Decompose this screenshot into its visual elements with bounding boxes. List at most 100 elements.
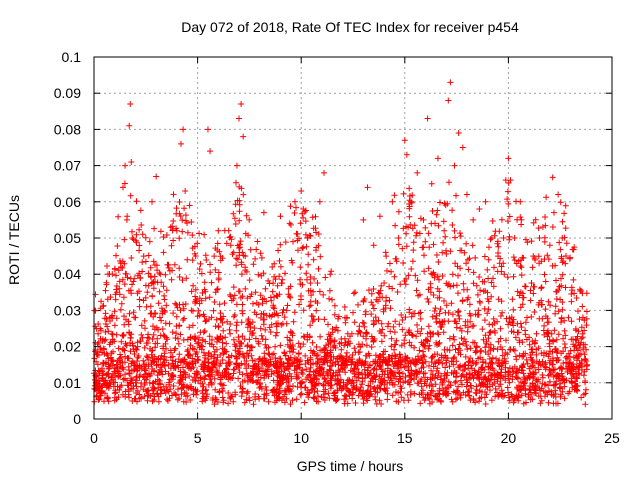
y-tick-label: 0.05 xyxy=(54,230,81,246)
tick-labels: 0 5 10 15 20 25 0 0.01 0.02 0.03 0.04 0.05 0.06 0.07 0… xyxy=(54,49,620,446)
data-point xyxy=(161,296,168,303)
data-point xyxy=(304,235,311,241)
data-point xyxy=(546,242,553,249)
data-point xyxy=(364,184,371,191)
plot-frame xyxy=(93,56,613,420)
data-point xyxy=(157,271,164,278)
data-point xyxy=(455,130,462,137)
data-point xyxy=(178,140,185,147)
data-point xyxy=(401,137,408,144)
data-point xyxy=(376,213,383,220)
data-point xyxy=(252,289,259,296)
data-point xyxy=(132,314,139,321)
data-point xyxy=(283,307,290,314)
data-point xyxy=(260,209,267,216)
data-point xyxy=(447,79,454,86)
data-point xyxy=(310,256,317,263)
data-point xyxy=(555,191,562,198)
data-point xyxy=(169,329,176,336)
data-point xyxy=(136,296,143,303)
data-points xyxy=(93,79,591,390)
data-point xyxy=(408,198,415,205)
data-point xyxy=(511,235,518,241)
data-point xyxy=(122,162,129,169)
x-tick-label: 0 xyxy=(90,430,98,446)
data-point xyxy=(129,235,136,241)
data-point xyxy=(505,155,512,162)
data-point xyxy=(320,169,327,176)
data-point xyxy=(128,158,135,165)
data-point xyxy=(180,126,187,133)
data-point xyxy=(517,289,524,296)
data-point xyxy=(240,133,247,140)
x-tick-label: 15 xyxy=(397,430,413,446)
y-tick-label: 0.01 xyxy=(54,375,81,391)
data-point xyxy=(165,361,172,368)
data-point xyxy=(233,162,240,169)
data-point xyxy=(476,206,483,213)
data-point xyxy=(441,227,448,234)
data-point xyxy=(198,343,205,350)
data-point xyxy=(207,148,214,155)
data-point xyxy=(105,383,112,390)
data-point xyxy=(127,101,134,108)
y-axis-label: ROTI / TECUs xyxy=(6,195,22,285)
data-point xyxy=(565,314,572,321)
data-point xyxy=(501,271,508,278)
data-point xyxy=(298,187,305,194)
x-tick-label: 10 xyxy=(293,430,309,446)
data-point xyxy=(144,339,151,346)
data-point xyxy=(117,263,124,270)
y-tick-label: 0 xyxy=(73,411,81,427)
data-point xyxy=(482,198,489,205)
y-tick-label: 0.02 xyxy=(54,339,81,355)
data-point xyxy=(414,169,421,176)
data-point xyxy=(584,361,591,368)
data-point xyxy=(470,216,477,223)
data-point xyxy=(113,289,120,296)
data-point xyxy=(130,278,137,285)
data-point xyxy=(227,242,234,249)
data-point xyxy=(488,235,495,241)
data-point xyxy=(459,144,466,151)
data-point xyxy=(463,191,470,198)
y-tick-label: 0.03 xyxy=(54,302,81,318)
data-point xyxy=(184,256,191,263)
data-point xyxy=(451,162,458,169)
data-point xyxy=(300,206,307,213)
data-point xyxy=(97,325,104,332)
data-point xyxy=(238,101,245,108)
data-point xyxy=(495,253,502,260)
x-tick-label: 25 xyxy=(604,430,620,446)
data-point xyxy=(428,180,435,187)
data-point xyxy=(343,314,350,321)
data-point xyxy=(215,227,222,234)
data-point xyxy=(173,227,180,234)
data-point xyxy=(140,253,147,260)
data-point xyxy=(269,263,276,270)
data-point xyxy=(109,336,116,343)
x-tick-label: 20 xyxy=(501,430,517,446)
data-point xyxy=(420,216,427,223)
data-point xyxy=(221,300,228,307)
data-point xyxy=(524,314,531,321)
data-point xyxy=(395,235,402,241)
data-point xyxy=(149,198,156,205)
data-point xyxy=(445,97,452,104)
data-point xyxy=(360,216,367,223)
dense-point-cloud xyxy=(91,174,590,408)
x-axis-label: GPS time / hours xyxy=(297,458,404,474)
data-point xyxy=(277,213,284,220)
data-point xyxy=(403,151,410,158)
data-point xyxy=(153,173,160,180)
data-point xyxy=(571,343,578,350)
data-point xyxy=(530,253,537,260)
data-point xyxy=(352,289,359,296)
data-point xyxy=(542,278,549,285)
data-point xyxy=(383,253,390,260)
data-point xyxy=(335,361,342,368)
data-point xyxy=(192,350,199,357)
data-point xyxy=(120,184,127,191)
y-tick-label: 0.06 xyxy=(54,194,81,210)
